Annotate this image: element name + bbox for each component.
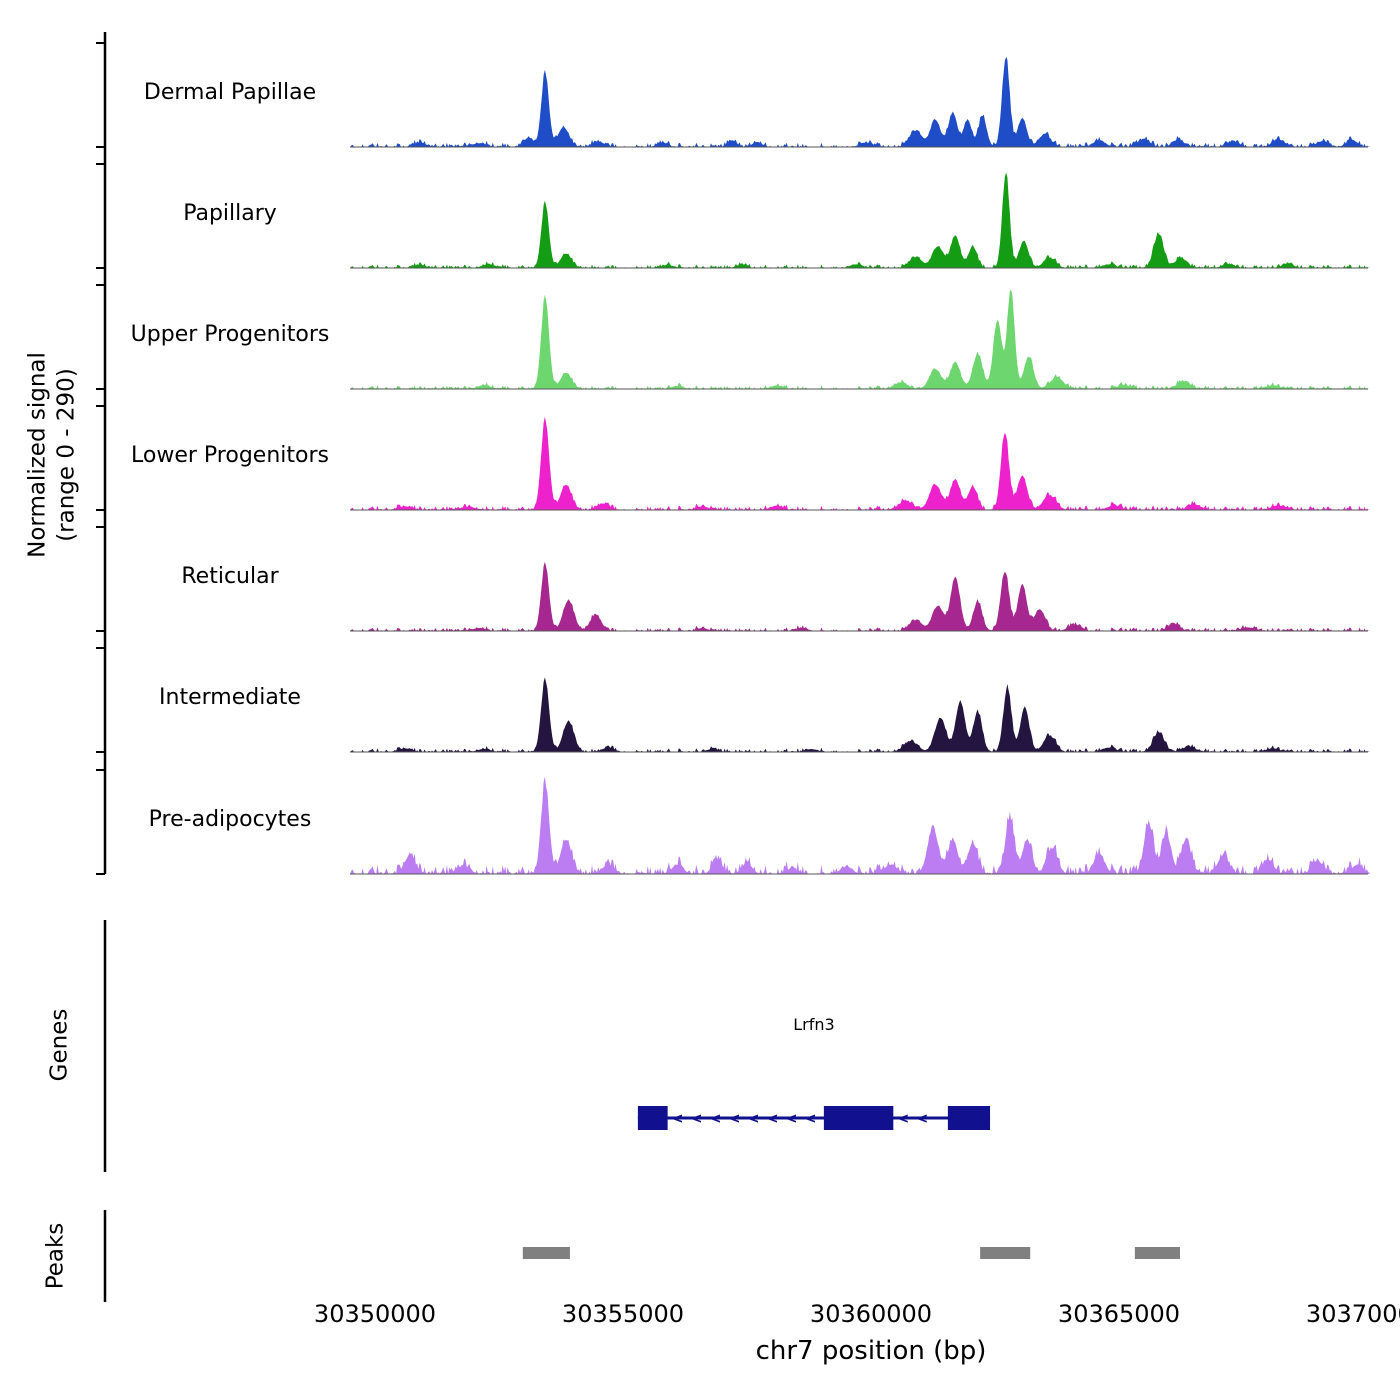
signal-area-upper-progenitors [350, 290, 1370, 389]
gene-strand-arrow: < [710, 1111, 722, 1127]
gene-name-label: Lrfn3 [793, 1015, 834, 1034]
track-label-pre-adipocytes: Pre-adipocytes [149, 807, 312, 832]
gene-exon-1 [637, 1106, 668, 1130]
signal-area-pre-adipocytes [350, 776, 1370, 874]
signal-area-intermediate [350, 677, 1370, 752]
peak-region-1 [522, 1247, 570, 1259]
gene-exon-2 [823, 1106, 894, 1130]
signal-area-papillary [350, 172, 1370, 268]
gene-strand-arrow: < [729, 1111, 741, 1127]
track-label-upper-progenitors: Upper Progenitors [131, 322, 330, 347]
x-tick-label-30370000: 30370000 [1306, 1300, 1400, 1328]
signal-area-lower-progenitors [350, 416, 1370, 510]
x-axis-title: chr7 position (bp) [755, 1336, 987, 1366]
x-tick-label-30355000: 30355000 [562, 1300, 684, 1328]
gene-strand-arrow: < [672, 1111, 684, 1127]
gene-exon-3 [947, 1106, 991, 1130]
track-label-reticular: Reticular [181, 564, 279, 589]
gene-strand-arrow: < [786, 1111, 798, 1127]
gene-strand-arrow: < [691, 1111, 703, 1127]
signal-area-dermal-papillae [350, 56, 1370, 147]
gene-strand-arrow: < [897, 1111, 909, 1127]
track-label-lower-progenitors: Lower Progenitors [131, 443, 329, 468]
gene-strand-arrow: < [916, 1111, 928, 1127]
gene-strand-arrow: < [805, 1111, 817, 1127]
track-label-dermal-papillae: Dermal Papillae [144, 80, 316, 105]
track-label-intermediate: Intermediate [159, 685, 301, 710]
x-tick-label-30360000: 30360000 [810, 1300, 932, 1328]
x-tick-label-30350000: 30350000 [314, 1300, 436, 1328]
x-tick-label-30365000: 30365000 [1058, 1300, 1180, 1328]
gene-strand-arrow: < [767, 1111, 779, 1127]
signal-area-reticular [350, 561, 1370, 631]
track-label-papillary: Papillary [183, 201, 277, 226]
peak-region-2 [980, 1247, 1031, 1259]
gene-strand-arrow: < [748, 1111, 760, 1127]
peak-region-3 [1134, 1247, 1181, 1259]
